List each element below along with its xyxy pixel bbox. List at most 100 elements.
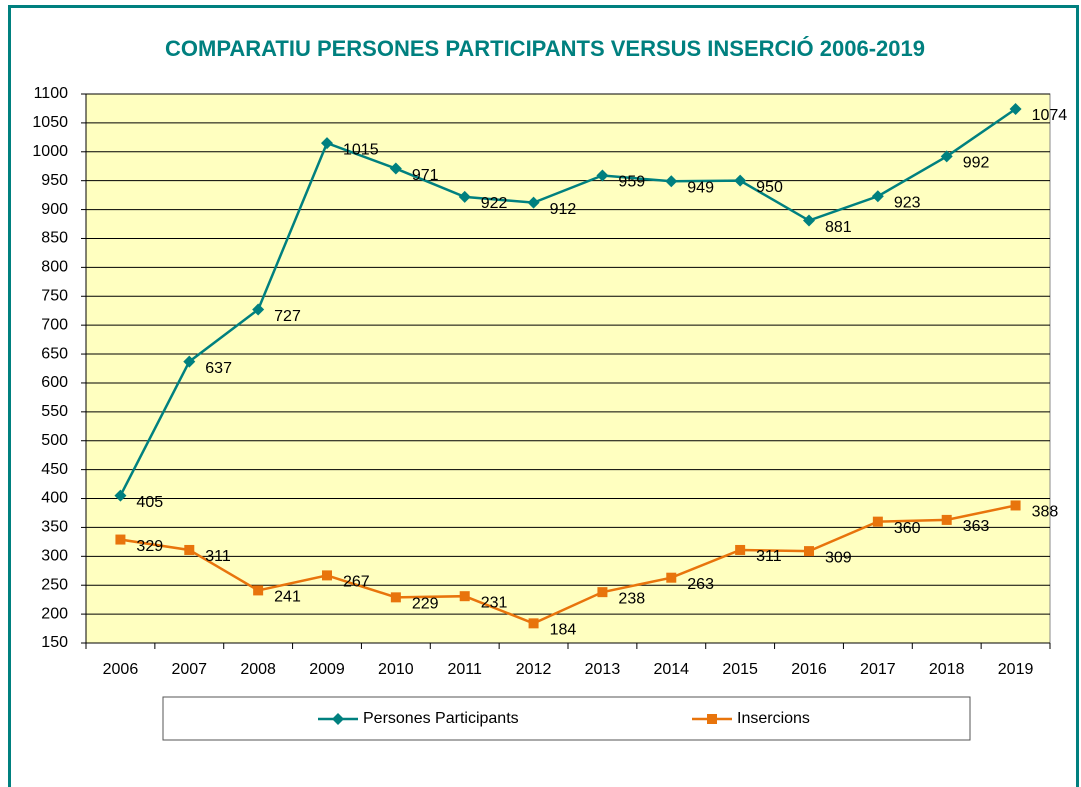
y-tick-label: 500 <box>41 432 68 449</box>
data-point <box>871 190 884 203</box>
y-tick-label: 1050 <box>32 114 68 131</box>
data-point <box>252 303 265 316</box>
data-label: 923 <box>894 195 921 212</box>
data-label: 971 <box>412 167 439 184</box>
data-point <box>253 585 264 596</box>
data-label: 229 <box>412 596 439 613</box>
data-point <box>734 174 747 187</box>
legend-marker <box>332 713 344 725</box>
frame <box>8 5 1079 787</box>
data-label: 881 <box>825 219 852 236</box>
data-point <box>1010 500 1021 511</box>
data-point <box>389 162 402 175</box>
data-label: 360 <box>894 520 921 537</box>
data-point <box>459 591 470 602</box>
data-point <box>804 546 814 557</box>
chart-title: COMPARATIU PERSONES PARTICIPANTS VERSUS … <box>165 36 925 61</box>
series-line <box>119 107 1017 497</box>
data-point <box>527 196 540 209</box>
data-label: 1015 <box>343 141 379 158</box>
y-tick-label: 350 <box>41 519 68 536</box>
x-tick-label: 2014 <box>653 661 689 678</box>
data-point <box>1009 103 1022 116</box>
x-tick-label: 2013 <box>585 661 621 678</box>
x-tick-label: 2016 <box>791 661 827 678</box>
y-tick-label: 850 <box>41 230 68 247</box>
data-point <box>803 214 815 227</box>
data-label: 1074 <box>1032 107 1068 124</box>
data-label: 912 <box>550 201 577 218</box>
data-label: 309 <box>825 549 852 566</box>
y-tick-label: 550 <box>41 403 68 420</box>
data-point <box>872 516 883 527</box>
data-label: 231 <box>481 594 508 611</box>
data-label: 959 <box>618 174 645 191</box>
y-tick-label: 800 <box>41 259 68 276</box>
x-tick-label: 2015 <box>722 661 758 678</box>
data-point <box>115 534 126 545</box>
y-tick-label: 950 <box>41 172 68 189</box>
data-label: 922 <box>481 195 508 212</box>
y-tick-label: 300 <box>41 548 68 565</box>
x-tick-label: 2009 <box>309 661 345 678</box>
y-tick-label: 750 <box>41 287 68 304</box>
x-tick-label: 2018 <box>929 661 965 678</box>
data-label: 637 <box>205 360 232 377</box>
x-tick-label: 2017 <box>860 661 896 678</box>
data-label: 263 <box>687 576 714 593</box>
data-label: 363 <box>963 518 990 535</box>
data-label: 949 <box>687 179 714 196</box>
data-point <box>321 137 333 150</box>
legend-box <box>162 696 971 741</box>
data-point <box>666 572 677 583</box>
data-point <box>184 544 195 555</box>
x-tick-label: 2006 <box>103 661 139 678</box>
data-label: 950 <box>756 179 783 196</box>
data-point <box>596 169 609 182</box>
x-tick-label: 2019 <box>998 661 1034 678</box>
y-tick-label: 650 <box>41 345 68 362</box>
data-label: 241 <box>274 589 301 606</box>
data-point <box>735 544 746 555</box>
data-label: 992 <box>963 155 990 172</box>
y-tick-label: 400 <box>41 490 68 507</box>
data-label: 311 <box>205 548 231 565</box>
data-label: 311 <box>756 548 782 565</box>
x-tick-label: 2010 <box>378 661 414 678</box>
x-tick-label: 2011 <box>448 661 483 678</box>
data-label: 329 <box>136 538 163 555</box>
data-label: 267 <box>343 574 370 591</box>
y-tick-label: 1000 <box>32 143 68 160</box>
legend-label: Insercions <box>737 710 810 727</box>
data-point <box>941 514 952 525</box>
data-label: 184 <box>550 622 577 639</box>
y-tick-label: 900 <box>41 201 68 218</box>
data-point <box>114 489 127 502</box>
y-tick-label: 700 <box>41 316 68 333</box>
x-tick-label: 2012 <box>516 661 552 678</box>
y-tick-label: 200 <box>41 605 68 622</box>
data-label: 405 <box>136 494 163 511</box>
data-point <box>940 150 953 163</box>
series-line <box>120 504 1016 625</box>
data-point <box>390 592 401 603</box>
data-point <box>458 190 471 203</box>
data-label: 238 <box>618 590 645 607</box>
x-tick-label: 2007 <box>171 661 207 678</box>
legend-marker <box>707 714 717 724</box>
y-tick-label: 1100 <box>34 85 69 102</box>
x-tick-label: 2008 <box>240 661 276 678</box>
legend-label: Persones Participants <box>363 710 519 727</box>
data-point <box>665 175 678 188</box>
y-tick-label: 150 <box>41 634 68 651</box>
data-point <box>322 570 332 581</box>
data-label: 388 <box>1032 504 1059 521</box>
data-point <box>528 618 539 629</box>
y-tick-label: 600 <box>41 374 68 391</box>
y-tick-label: 450 <box>41 461 68 478</box>
data-label: 727 <box>274 308 301 325</box>
data-point <box>183 355 196 368</box>
y-tick-label: 250 <box>41 576 68 593</box>
data-point <box>597 587 608 598</box>
